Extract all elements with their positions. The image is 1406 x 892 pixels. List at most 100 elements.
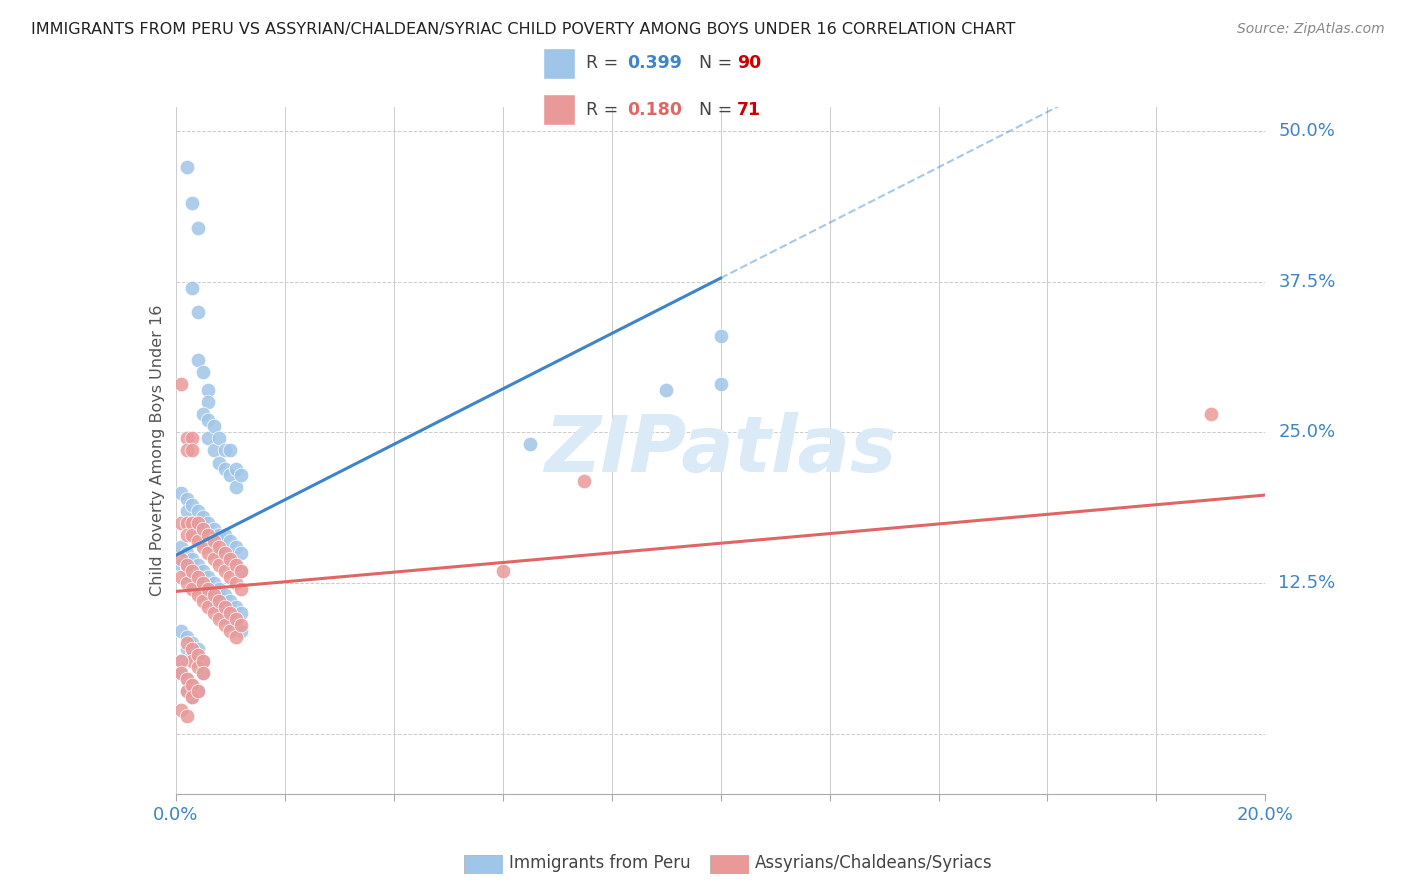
Point [186, 684, 209, 698]
Point [170, 702, 193, 716]
Point [170, 666, 193, 681]
Point [202, 540, 225, 554]
Point [208, 600, 231, 615]
Point [191, 407, 214, 421]
Point [181, 516, 204, 530]
Point [202, 588, 225, 602]
Point [231, 564, 253, 578]
Point [170, 558, 193, 572]
Point [197, 516, 219, 530]
Point [197, 395, 219, 409]
Point [191, 564, 214, 578]
Point [181, 582, 204, 596]
Text: Immigrants from Peru: Immigrants from Peru [509, 855, 690, 872]
Point [191, 654, 214, 668]
Point [181, 528, 204, 542]
Point [655, 383, 678, 397]
Point [197, 383, 219, 397]
Point [225, 558, 247, 572]
Point [176, 642, 198, 657]
Text: Source: ZipAtlas.com: Source: ZipAtlas.com [1237, 22, 1385, 37]
Point [219, 612, 242, 626]
Point [191, 528, 214, 542]
Point [214, 546, 236, 560]
Bar [543, 95, 575, 125]
Point [219, 624, 242, 639]
Point [170, 552, 193, 566]
Point [181, 498, 204, 512]
Text: 37.5%: 37.5% [1278, 273, 1336, 291]
Point [710, 377, 733, 392]
Point [181, 636, 204, 650]
Point [214, 600, 236, 615]
Point [181, 654, 204, 668]
Point [202, 576, 225, 591]
Point [208, 456, 231, 470]
Point [176, 684, 198, 698]
Point [197, 600, 219, 615]
Point [1199, 407, 1222, 421]
Point [202, 606, 225, 620]
Point [186, 533, 209, 548]
Text: N =: N = [699, 101, 738, 119]
Text: R =: R = [586, 54, 624, 72]
Point [225, 576, 247, 591]
Point [181, 443, 204, 458]
Point [492, 564, 515, 578]
Point [181, 678, 204, 692]
Point [219, 443, 242, 458]
Point [181, 678, 204, 692]
Point [208, 594, 231, 608]
Point [208, 546, 231, 560]
Point [197, 528, 219, 542]
Point [186, 660, 209, 674]
Point [197, 588, 219, 602]
Point [186, 576, 209, 591]
Point [197, 582, 219, 596]
Point [176, 504, 198, 518]
Point [191, 666, 214, 681]
Point [181, 552, 204, 566]
Point [191, 522, 214, 536]
Point [202, 522, 225, 536]
Point [181, 196, 204, 211]
Point [225, 630, 247, 644]
Point [219, 533, 242, 548]
Point [231, 618, 253, 632]
Point [176, 161, 198, 175]
Point [197, 546, 219, 560]
Point [208, 528, 231, 542]
Point [176, 431, 198, 445]
Point [197, 431, 219, 445]
Point [197, 570, 219, 584]
Point [170, 485, 193, 500]
Point [186, 220, 209, 235]
Point [219, 594, 242, 608]
Text: 71: 71 [737, 101, 761, 119]
Point [176, 546, 198, 560]
Point [181, 690, 204, 705]
Point [176, 673, 198, 687]
Point [186, 570, 209, 584]
Point [231, 582, 253, 596]
Point [219, 552, 242, 566]
Point [231, 606, 253, 620]
Point [191, 540, 214, 554]
Point [225, 612, 247, 626]
Point [519, 437, 541, 451]
Text: 0.180: 0.180 [627, 101, 682, 119]
Text: 50.0%: 50.0% [1278, 122, 1336, 140]
Point [710, 329, 733, 343]
Point [225, 540, 247, 554]
Text: 0.399: 0.399 [627, 54, 682, 72]
Point [176, 443, 198, 458]
Point [176, 528, 198, 542]
Point [186, 353, 209, 368]
Point [214, 528, 236, 542]
Point [181, 648, 204, 663]
Point [231, 564, 253, 578]
Point [170, 516, 193, 530]
Text: IMMIGRANTS FROM PERU VS ASSYRIAN/CHALDEAN/SYRIAC CHILD POVERTY AMONG BOYS UNDER : IMMIGRANTS FROM PERU VS ASSYRIAN/CHALDEA… [31, 22, 1015, 37]
Point [176, 630, 198, 644]
Point [170, 654, 193, 668]
